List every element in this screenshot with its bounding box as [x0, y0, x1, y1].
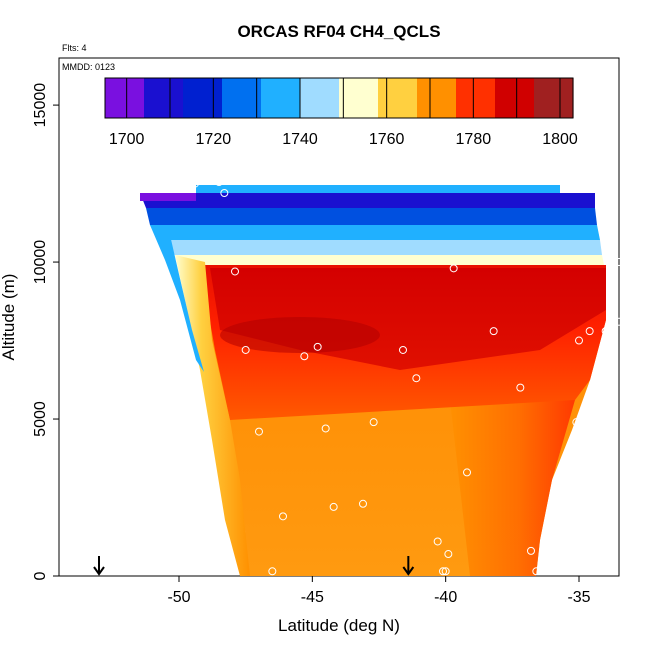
colorbar-segment	[417, 78, 457, 118]
data-point	[255, 427, 263, 436]
colorbar-segment	[339, 78, 379, 118]
data-point	[321, 424, 330, 433]
field-core-dark	[220, 317, 380, 353]
field-left-blue	[150, 225, 204, 372]
colorbar-segment	[534, 78, 574, 118]
y-tick-label: 10000	[32, 240, 49, 285]
colorbar-segment	[456, 78, 496, 118]
field-band-purple	[140, 193, 196, 201]
y-tick-label: 15000	[32, 83, 49, 128]
colorbar-segment	[495, 78, 535, 118]
x-tick-label: -50	[167, 589, 190, 606]
data-point	[615, 317, 623, 326]
data-point	[329, 502, 338, 511]
colorbar-tick-label: 1720	[196, 131, 232, 148]
colorbar-tick-label: 1740	[282, 131, 318, 148]
data-point	[444, 550, 453, 559]
data-point	[516, 383, 525, 392]
field-band-pale	[158, 240, 602, 255]
x-axis-title: Latitude (deg N)	[278, 616, 400, 635]
data-point	[585, 327, 594, 336]
colorbar-tick-label: 1700	[109, 131, 145, 148]
y-tick-label: 5000	[32, 401, 49, 437]
colorbar-segment	[105, 78, 145, 118]
data-point	[220, 188, 229, 197]
colorbar-segment	[144, 78, 184, 118]
colorbar-segment	[183, 78, 223, 118]
y-tick-label: 0	[32, 571, 49, 580]
data-point	[601, 327, 610, 336]
data-point	[153, 181, 162, 190]
colorbar-tick-label: 1780	[456, 131, 492, 148]
data-point	[441, 567, 450, 576]
field-band-top-lite	[196, 185, 560, 193]
field-band-cream	[175, 255, 604, 265]
colorbar-segment	[378, 78, 418, 118]
data-point	[433, 537, 442, 546]
data-point	[580, 167, 589, 176]
colorbar: 1700 1720 1740 1760 1780 1800	[104, 77, 578, 148]
data-point	[241, 345, 250, 354]
plot-area: 1700 1720 1740 1760 1780 1800	[58, 57, 623, 577]
data-point	[175, 181, 183, 190]
x-tick-label: -45	[301, 589, 324, 606]
x-tick-label: -35	[567, 589, 590, 606]
data-point	[399, 345, 407, 354]
colorbar-tick-label: 1800	[542, 131, 578, 148]
data-point	[369, 418, 378, 427]
data-points	[153, 167, 623, 576]
data-point	[439, 567, 447, 576]
data-point	[599, 188, 607, 197]
data-point	[495, 167, 503, 176]
colorbar-segment	[300, 78, 340, 118]
colorbar-segment	[261, 78, 301, 118]
colorbar-segment	[222, 78, 262, 118]
data-point	[231, 267, 239, 276]
flight-markers	[93, 556, 415, 576]
colorbar-tick-label: 1760	[369, 131, 405, 148]
colorbar-ticks: 1700 1720 1740 1760 1780 1800	[109, 131, 578, 148]
data-point	[572, 418, 581, 427]
x-tick-label: -40	[434, 589, 457, 606]
data-point	[487, 167, 495, 176]
data-point	[279, 512, 287, 521]
x-axis: -50 -45 -40 -35	[167, 576, 591, 606]
data-point	[463, 468, 471, 477]
data-point	[489, 327, 498, 336]
data-point	[359, 499, 367, 508]
data-point	[191, 179, 199, 188]
data-point	[215, 178, 223, 187]
info-mmdd: MMDD: 0123	[62, 62, 115, 72]
data-point	[575, 336, 583, 345]
colorbar-dividers	[126, 78, 561, 118]
data-point	[449, 264, 458, 273]
data-point	[412, 374, 421, 383]
data-point	[313, 342, 322, 351]
flight-marker-arrowhead	[402, 566, 415, 576]
y-axis-title: Altitude (m)	[0, 274, 18, 361]
data-point	[545, 170, 554, 179]
field-lower-right	[450, 400, 575, 576]
chart-title: ORCAS RF04 CH4_QCLS	[237, 22, 440, 41]
y-axis: 0 5000 10000 15000	[32, 83, 59, 580]
colorbar-fill	[105, 78, 574, 118]
info-flights: Flts: 4	[62, 43, 87, 53]
data-point	[300, 352, 309, 361]
data-point	[527, 546, 535, 555]
field-band-blue2	[146, 208, 597, 225]
field-band-top	[140, 193, 595, 208]
data-point	[615, 258, 623, 267]
field	[140, 185, 606, 576]
field-band-sky	[150, 225, 600, 240]
flight-marker-arrowhead	[93, 566, 105, 576]
data-point	[532, 567, 541, 576]
field-left-fringe	[175, 255, 250, 576]
colorbar-border	[104, 77, 574, 119]
data-point	[268, 567, 277, 576]
